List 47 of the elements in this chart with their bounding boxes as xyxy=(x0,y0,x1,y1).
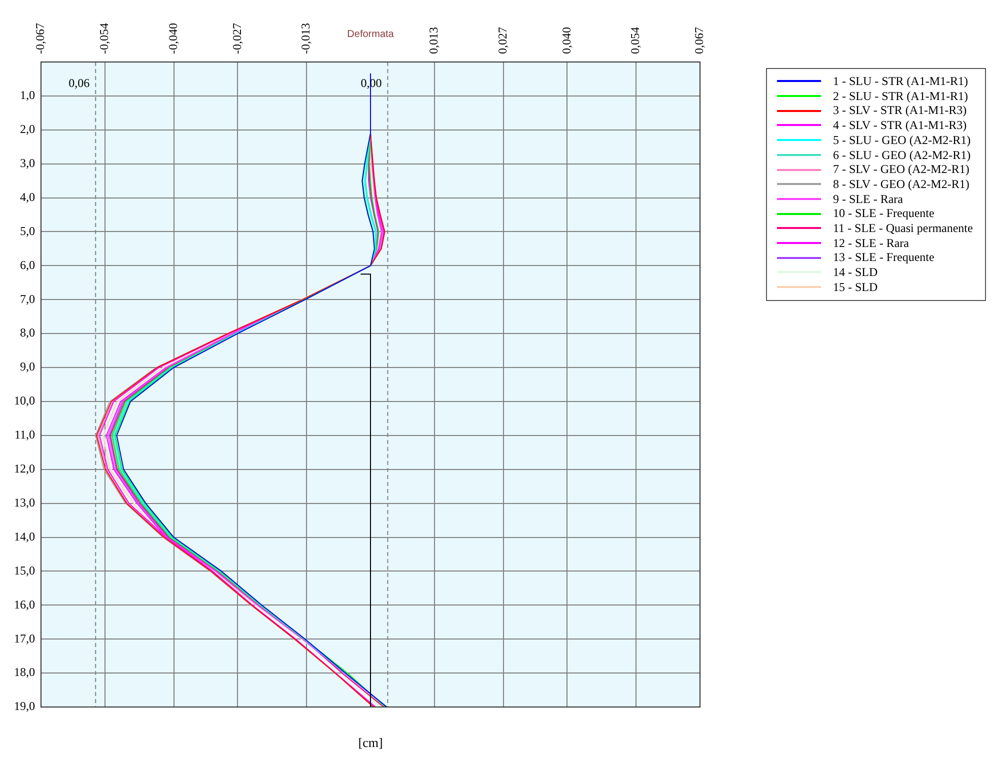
y-tick-label: 13,0 xyxy=(14,495,35,510)
y-tick-label: 7,0 xyxy=(20,292,35,306)
y-tick-label: 3,0 xyxy=(20,156,35,170)
x-tick-label: 0,067 xyxy=(692,27,706,54)
y-tick-label: 1,0 xyxy=(20,88,35,102)
legend-label: 2 - SLU - STR (A1-M1-R1) xyxy=(833,88,968,104)
y-tick-label: 2,0 xyxy=(20,122,35,136)
chart-title: Deformata xyxy=(347,28,394,40)
x-tick-label: -0,027 xyxy=(230,23,244,54)
y-tick-label: 16,0 xyxy=(14,597,35,612)
y-tick-label: 19,0 xyxy=(14,699,35,714)
y-tick-label: 10,0 xyxy=(14,394,35,408)
x-tick-label: -0,040 xyxy=(166,23,180,54)
y-tick-label: 18,0 xyxy=(14,665,35,680)
legend-label: 15 - SLD xyxy=(833,280,878,295)
y-tick-label: 15,0 xyxy=(14,563,35,578)
y-tick-label: 17,0 xyxy=(14,631,35,646)
y-tick-label: 14,0 xyxy=(14,529,35,544)
annotation: 0,06 xyxy=(68,76,90,90)
x-tick-label: 0,013 xyxy=(426,27,441,54)
x-tick-label: 0,040 xyxy=(559,27,574,54)
legend-label: 12 - SLE - Rara xyxy=(833,236,909,250)
x-tick-label: -0,054 xyxy=(97,23,112,54)
legend-label: 7 - SLV - GEO (A2-M2-R1) xyxy=(833,162,970,177)
y-tick-label: 4,0 xyxy=(20,190,35,204)
x-tick-label: -0,067 xyxy=(33,23,48,54)
y-tick-label: 12,0 xyxy=(14,462,35,476)
legend-label: 9 - SLE - Rara xyxy=(833,192,903,206)
x-tick-label: 0,054 xyxy=(628,27,642,54)
legend-label: 4 - SLV - STR (A1-M1-R3) xyxy=(833,118,967,133)
legend-label: 6 - SLU - GEO (A2-M2-R1) xyxy=(833,148,971,162)
legend-label: 14 - SLD xyxy=(833,265,878,280)
y-tick-label: 5,0 xyxy=(20,224,35,238)
x-tick-label: 0,027 xyxy=(495,27,510,54)
x-axis-title: [cm] xyxy=(358,735,383,750)
legend-label: 3 - SLV - STR (A1-M1-R3) xyxy=(833,103,967,118)
legend-label: 1 - SLU - STR (A1-M1-R1) xyxy=(833,74,968,89)
y-tick-label: 9,0 xyxy=(20,360,35,374)
legend-label: 5 - SLU - GEO (A2-M2-R1) xyxy=(833,132,971,148)
y-tick-label: 11,0 xyxy=(14,428,35,442)
legend-label: 10 - SLE - Frequente xyxy=(833,206,934,222)
x-tick-label: -0,013 xyxy=(298,23,313,54)
legend-label: 13 - SLE - Frequente xyxy=(833,250,934,266)
legend-label: 11 - SLE - Quasi permanente xyxy=(833,221,973,236)
y-tick-label: 8,0 xyxy=(20,326,35,340)
y-tick-label: 6,0 xyxy=(20,258,35,272)
legend-label: 8 - SLV - GEO (A2-M2-R1) xyxy=(833,176,970,192)
